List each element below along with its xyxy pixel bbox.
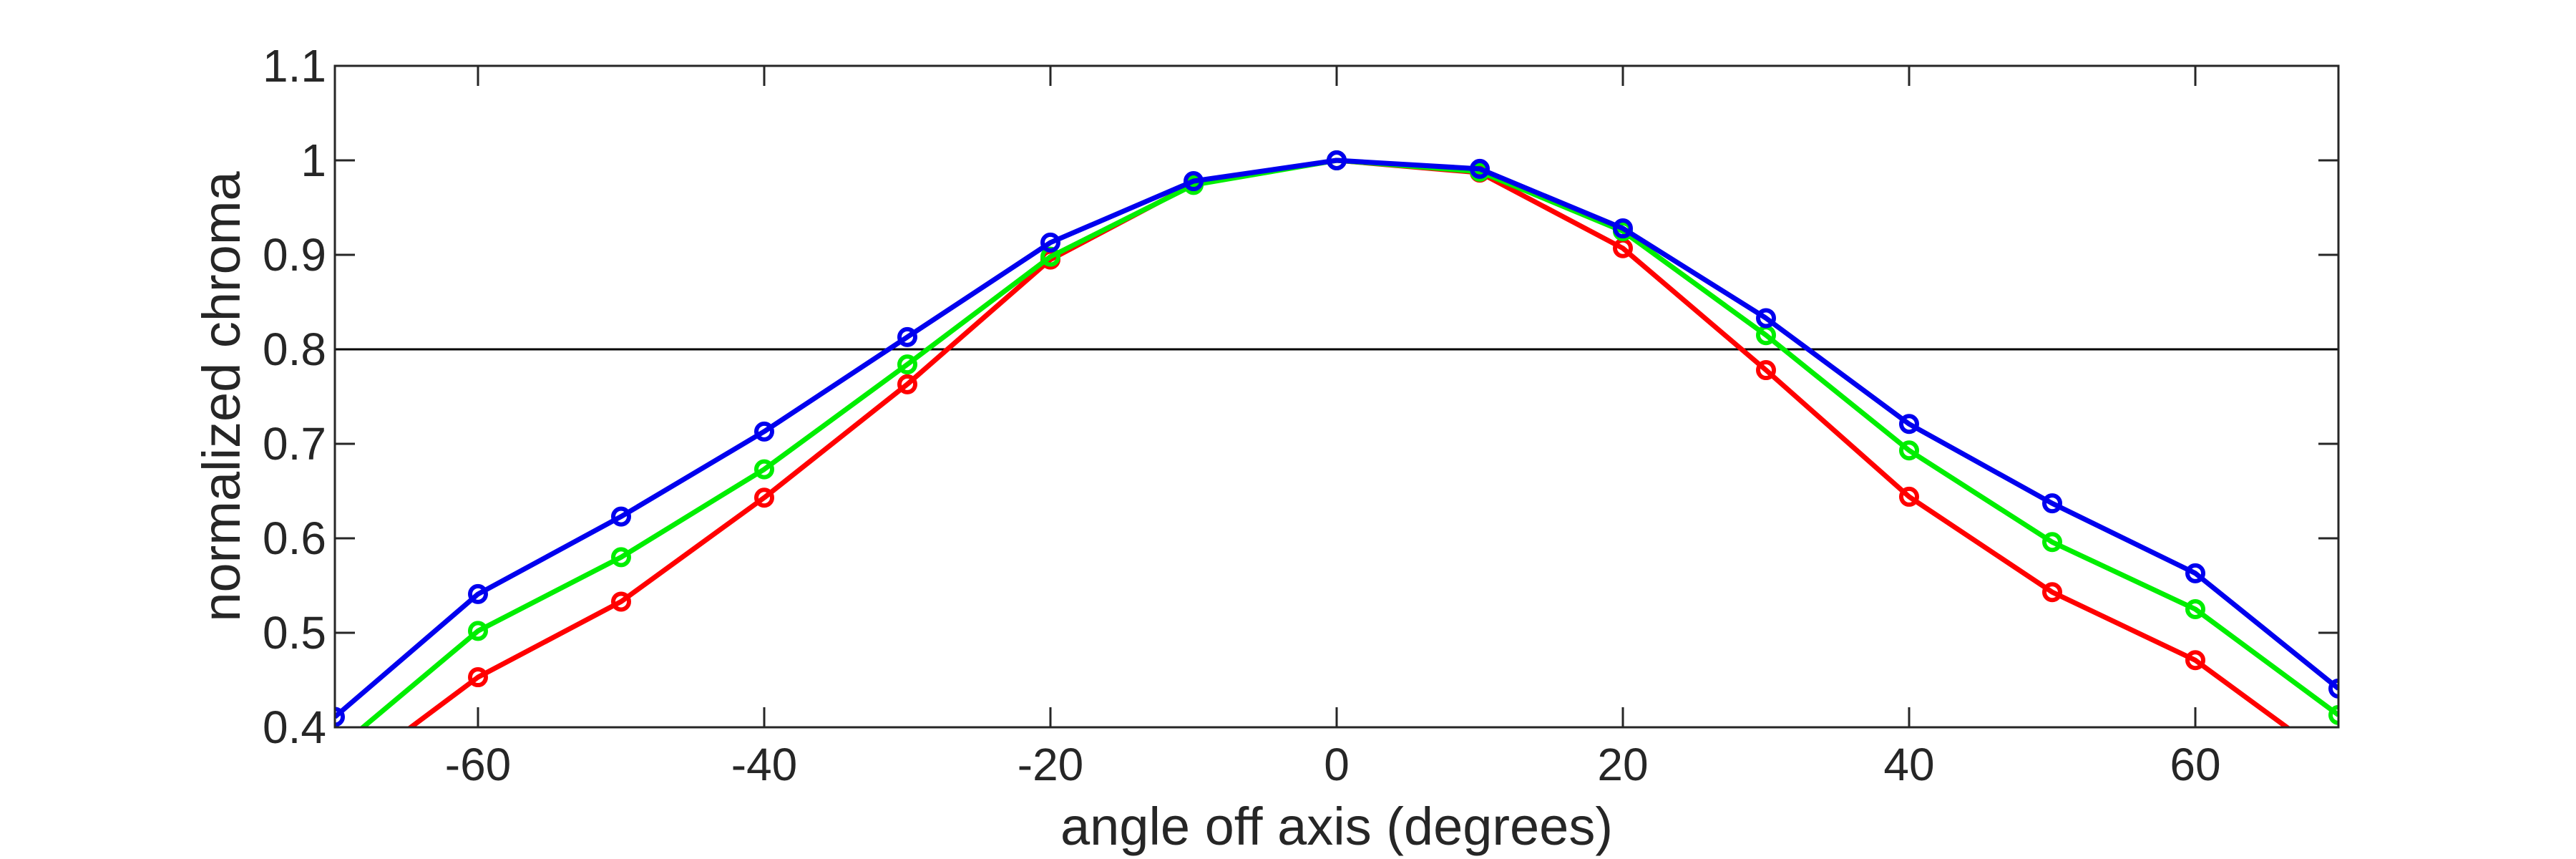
plot-background <box>335 66 2338 727</box>
y-tick-label: 0.8 <box>263 324 326 375</box>
y-tick-label: 0.6 <box>263 513 326 564</box>
data-point <box>2328 678 2338 699</box>
data-point <box>327 743 343 759</box>
series-group <box>327 150 2346 792</box>
x-tick-label: -40 <box>731 739 798 790</box>
data-point <box>2185 563 2205 583</box>
data-point <box>1899 414 1919 435</box>
y-tick-label: 0.5 <box>263 607 326 659</box>
data-point <box>1756 360 1776 381</box>
data-point <box>611 591 631 612</box>
x-tick-label: 20 <box>1597 739 1648 790</box>
data-point <box>2185 650 2205 671</box>
data-point <box>897 326 917 347</box>
data-point <box>897 354 917 375</box>
x-tick-labels: -60 -40 -20 0 20 40 60 <box>445 739 2221 790</box>
x-tick-label: 0 <box>1324 739 1350 790</box>
data-point <box>611 547 631 568</box>
data-point <box>2042 582 2062 603</box>
data-point <box>1899 440 1919 461</box>
x-axis-label: angle off axis (degrees) <box>1060 797 1613 856</box>
data-point <box>2185 599 2205 619</box>
x-tick-label: -60 <box>445 739 512 790</box>
data-point <box>1040 232 1060 253</box>
data-point <box>2042 493 2062 514</box>
plot-frame <box>333 64 2340 729</box>
data-point <box>754 487 774 508</box>
data-point <box>754 459 774 480</box>
data-point <box>1184 171 1204 192</box>
y-tick-label: 1.1 <box>263 40 326 92</box>
data-point <box>2328 704 2338 725</box>
y-tick-label: 0.4 <box>263 702 326 753</box>
data-point <box>468 667 488 688</box>
data-point <box>327 776 343 792</box>
y-tick-label: 1 <box>301 135 326 186</box>
data-point <box>1327 150 1347 170</box>
series-line-3 <box>335 157 2338 719</box>
data-point <box>2042 532 2062 553</box>
data-point <box>2331 757 2346 773</box>
y-tick-labels: 0.4 0.5 0.6 0.7 0.8 0.9 1 1.1 <box>263 40 326 753</box>
data-point <box>1470 158 1490 179</box>
data-point <box>611 506 631 527</box>
data-point <box>335 707 345 727</box>
y-tick-label: 0.7 <box>263 418 326 470</box>
data-point <box>1613 218 1633 239</box>
x-tick-label: 40 <box>1883 739 1934 790</box>
y-tick-label: 0.9 <box>263 229 326 281</box>
data-point <box>1899 486 1919 507</box>
y-axis-label: normalized chroma <box>192 171 251 622</box>
data-point <box>897 374 917 394</box>
data-point <box>1756 308 1776 329</box>
data-point <box>468 583 488 604</box>
data-point <box>754 421 774 442</box>
x-tick-label: -20 <box>1018 739 1084 790</box>
data-point <box>468 621 488 641</box>
x-tick-label: 60 <box>2170 739 2220 790</box>
